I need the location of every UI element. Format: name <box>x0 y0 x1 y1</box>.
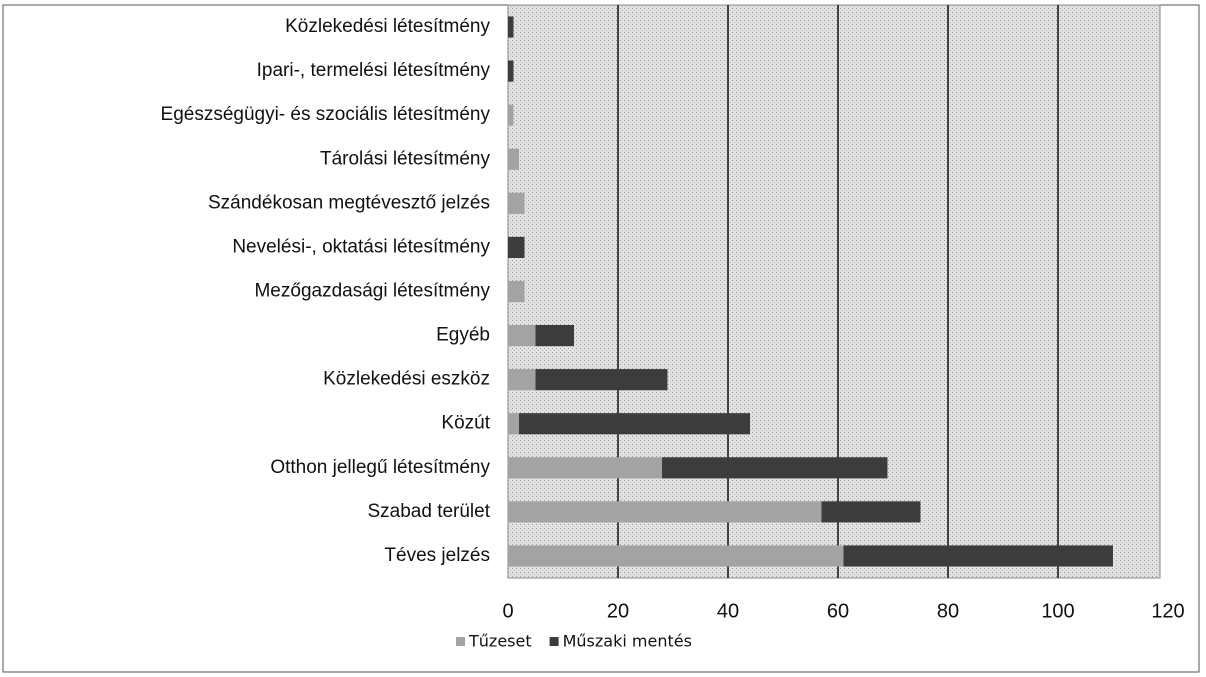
x-tick-label: 100 <box>1041 600 1074 622</box>
bar <box>508 457 662 479</box>
y-tick-label: Nevelési-, oktatási létesítmény <box>232 236 490 257</box>
bar <box>508 369 536 391</box>
legend-swatch <box>549 637 559 646</box>
x-tick-label: 20 <box>607 600 629 622</box>
y-tick-label: Közút <box>441 413 490 434</box>
legend-swatch <box>456 637 465 646</box>
bar <box>662 457 888 479</box>
x-tick-label: 60 <box>827 600 849 622</box>
y-tick-label: Közlekedési létesítmény <box>285 16 490 37</box>
y-tick-label: Egészségügyi- és szociális létesítmény <box>161 104 491 125</box>
bar <box>508 324 536 347</box>
bar <box>508 60 514 82</box>
legend-label: Műszaki mentés <box>563 632 692 651</box>
y-tick-label: Téves jelzés <box>384 545 490 566</box>
bar <box>508 104 514 126</box>
y-tick-label: Ipari-, termelési létesítmény <box>257 60 491 81</box>
bar <box>843 545 1113 567</box>
x-tick-label: 80 <box>937 600 959 622</box>
bar <box>821 501 921 523</box>
x-tick-label: 120 <box>1151 600 1184 622</box>
y-tick-label: Egyéb <box>436 325 490 346</box>
y-tick-label: Mezőgazdasági létesítmény <box>254 281 490 302</box>
bar <box>508 148 519 170</box>
bar <box>508 413 519 435</box>
bar <box>508 545 844 567</box>
bar <box>535 324 574 347</box>
y-tick-label: Szabad terület <box>367 501 490 522</box>
bar <box>508 236 525 259</box>
x-tick-label: 40 <box>717 600 739 622</box>
bar <box>508 192 525 214</box>
x-tick-label: 0 <box>502 600 513 622</box>
legend-label: Tűzeset <box>468 632 532 651</box>
bar <box>519 413 750 435</box>
y-tick-label: Otthon jellegű létesítmény <box>270 457 490 478</box>
y-tick-label: Szándékosan megtévesztő jelzés <box>208 192 490 213</box>
y-tick-label: Tárolási létesítmény <box>320 148 491 169</box>
bar <box>535 369 668 391</box>
bar <box>508 16 514 38</box>
plot-area <box>507 4 1161 579</box>
bar <box>508 280 525 303</box>
y-tick-label: Közlekedési eszköz <box>323 369 490 390</box>
bar <box>508 501 822 523</box>
